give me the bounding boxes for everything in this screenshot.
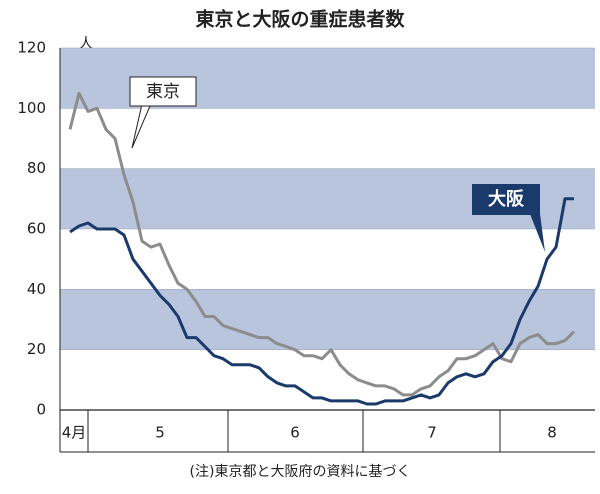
band [60,289,595,350]
y-tick-label: 120 [17,39,46,57]
y-tick-label: 60 [27,220,46,238]
y-tick-label: 0 [36,401,46,419]
x-tick-label: 4月 [62,424,87,442]
x-tick-label: 5 [155,424,165,442]
chart-title: 東京と大阪の重症患者数 [195,8,405,31]
series-line [69,197,574,406]
series-line [68,91,576,397]
legend-box [129,76,197,107]
legend-label: 大阪 [488,188,525,210]
legend-label: 東京 [146,82,180,102]
y-tick-label: 40 [27,280,46,298]
callout-pointer [530,214,545,252]
x-tick-label: 6 [290,424,300,442]
y-tick-label: 100 [17,99,46,117]
x-tick-label: 8 [547,424,557,442]
callout-pointer [131,103,151,149]
legend-box [472,184,540,215]
y-tick-label: 80 [27,159,46,177]
x-tick-label: 7 [427,424,437,442]
note: (注)東京都と大阪府の資料に基づく [190,463,411,480]
y-tick-label: 20 [27,340,46,358]
